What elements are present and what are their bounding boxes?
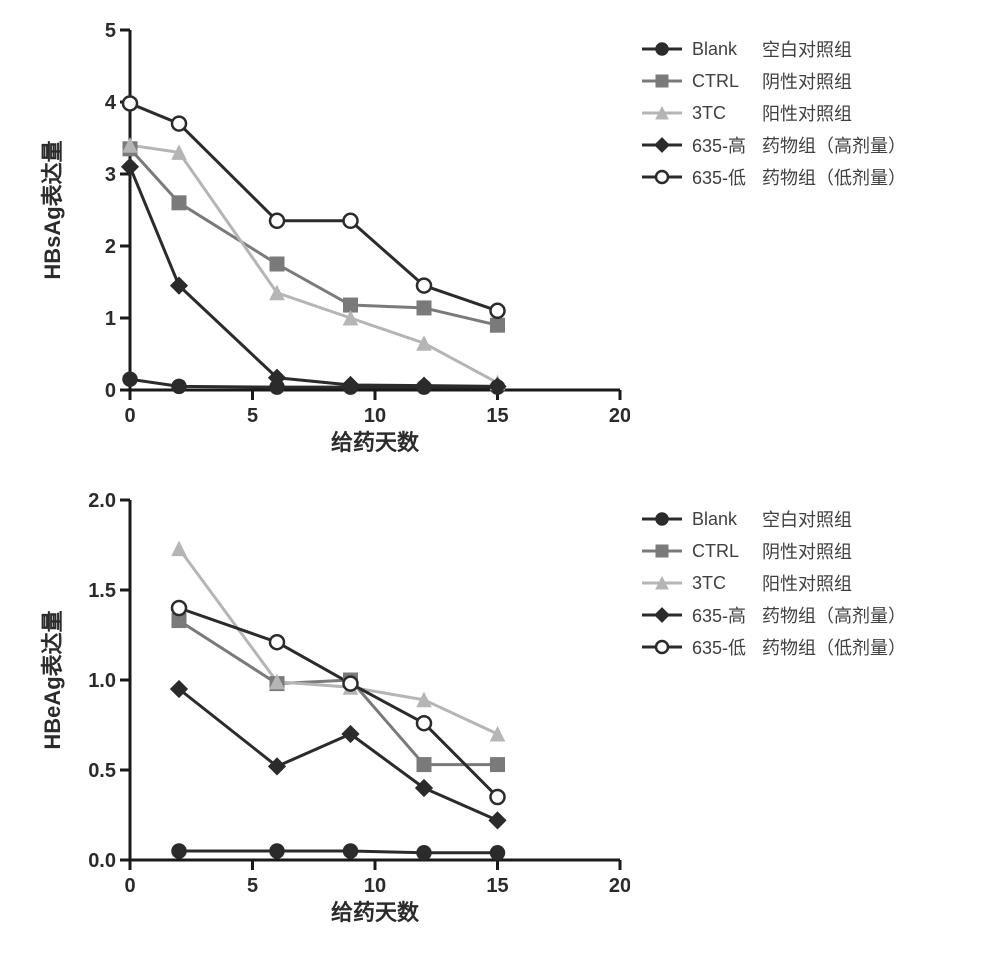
svg-text:15: 15 bbox=[486, 405, 508, 427]
svg-text:给药天数: 给药天数 bbox=[331, 900, 420, 925]
legend-marker-icon bbox=[640, 103, 684, 123]
svg-text:1.0: 1.0 bbox=[88, 670, 116, 692]
legend-label-code: CTRL bbox=[692, 71, 758, 92]
legend-label-code: 635-高 bbox=[692, 132, 758, 158]
chart-block: 05101520012345给药天数HBsAg表达量Blank空白对照组CTRL… bbox=[20, 20, 980, 460]
legend-marker-icon bbox=[640, 509, 684, 529]
svg-text:给药天数: 给药天数 bbox=[331, 430, 420, 455]
svg-text:HBeAg表达量: HBeAg表达量 bbox=[40, 610, 65, 749]
legend-marker-icon bbox=[640, 135, 684, 155]
legend-label-text: 阴性对照组 bbox=[762, 68, 852, 94]
legend-marker-icon bbox=[640, 541, 684, 561]
legend-label-code: Blank bbox=[692, 39, 758, 60]
legend-label-text: 空白对照组 bbox=[762, 506, 852, 532]
legend-label-text: 药物组（低剂量） bbox=[762, 164, 906, 190]
legend-marker-icon bbox=[640, 71, 684, 91]
svg-text:3: 3 bbox=[105, 164, 116, 186]
svg-text:5: 5 bbox=[247, 875, 258, 897]
svg-text:5: 5 bbox=[105, 20, 116, 42]
legend-item-blank: Blank空白对照组 bbox=[640, 506, 906, 532]
legend-label-code: Blank bbox=[692, 509, 758, 530]
chart-bottom: 0 5 10 15 20 0.0 0.5 1.0 1.5 2.0 给药天数 HBeAg表达量 bbox=[20, 490, 630, 930]
svg-text:10: 10 bbox=[364, 875, 386, 897]
svg-text:20: 20 bbox=[609, 875, 630, 897]
svg-text:10: 10 bbox=[364, 405, 386, 427]
svg-text:HBsAg表达量: HBsAg表达量 bbox=[40, 140, 65, 279]
legend-item-ctrl: CTRL阴性对照组 bbox=[640, 538, 906, 564]
legend-label-text: 空白对照组 bbox=[762, 36, 852, 62]
legend-item-d635lo: 635-低药物组（低剂量） bbox=[640, 634, 906, 660]
svg-text:4: 4 bbox=[105, 92, 117, 114]
chart-top: 0 5 10 15 20 0 1 2 3 4 5 给药天数 HBsAg表达量 bbox=[20, 20, 630, 460]
svg-text:1.5: 1.5 bbox=[88, 580, 116, 602]
svg-text:15: 15 bbox=[486, 875, 508, 897]
legend-marker-icon bbox=[640, 39, 684, 59]
legend-marker-icon bbox=[640, 605, 684, 625]
svg-text:0: 0 bbox=[124, 405, 135, 427]
legend-label-text: 阴性对照组 bbox=[762, 538, 852, 564]
legend-item-d635hi: 635-高药物组（高剂量） bbox=[640, 602, 906, 628]
legend: Blank空白对照组CTRL阴性对照组3TC阳性对照组635-高药物组（高剂量）… bbox=[640, 30, 906, 196]
svg-text:0: 0 bbox=[105, 380, 116, 402]
legend-label-code: 635-高 bbox=[692, 602, 758, 628]
legend-item-ctrl: CTRL阴性对照组 bbox=[640, 68, 906, 94]
legend-label-code: 3TC bbox=[692, 573, 758, 594]
svg-text:0.5: 0.5 bbox=[88, 760, 116, 782]
legend-item-3tc: 3TC阳性对照组 bbox=[640, 570, 906, 596]
legend-item-d635lo: 635-低药物组（低剂量） bbox=[640, 164, 906, 190]
legend-label-code: 635-低 bbox=[692, 164, 758, 190]
chart-block: 0 5 10 15 20 0.0 0.5 1.0 1.5 2.0 给药天数 HBeAg表达量 Blank… bbox=[20, 490, 980, 930]
svg-text:5: 5 bbox=[247, 405, 258, 427]
legend-label-code: 635-低 bbox=[692, 634, 758, 660]
legend-label-text: 药物组（低剂量） bbox=[762, 634, 906, 660]
svg-text:2: 2 bbox=[105, 236, 116, 258]
legend-label-code: 3TC bbox=[692, 103, 758, 124]
legend-label-text: 药物组（高剂量） bbox=[762, 132, 906, 158]
legend-marker-icon bbox=[640, 573, 684, 593]
legend-marker-icon bbox=[640, 637, 684, 657]
svg-text:0.0: 0.0 bbox=[88, 850, 116, 872]
svg-text:20: 20 bbox=[609, 405, 630, 427]
svg-text:1: 1 bbox=[105, 308, 116, 330]
svg-text:2.0: 2.0 bbox=[88, 490, 116, 512]
legend-item-3tc: 3TC阳性对照组 bbox=[640, 100, 906, 126]
legend-item-d635hi: 635-高药物组（高剂量） bbox=[640, 132, 906, 158]
legend-label-text: 药物组（高剂量） bbox=[762, 602, 906, 628]
legend-label-text: 阳性对照组 bbox=[762, 570, 852, 596]
legend-label-text: 阳性对照组 bbox=[762, 100, 852, 126]
svg-text:0: 0 bbox=[124, 875, 135, 897]
legend-label-code: CTRL bbox=[692, 541, 758, 562]
legend-item-blank: Blank空白对照组 bbox=[640, 36, 906, 62]
legend-marker-icon bbox=[640, 167, 684, 187]
legend: Blank空白对照组CTRL阴性对照组3TC阳性对照组635-高药物组（高剂量）… bbox=[640, 500, 906, 666]
